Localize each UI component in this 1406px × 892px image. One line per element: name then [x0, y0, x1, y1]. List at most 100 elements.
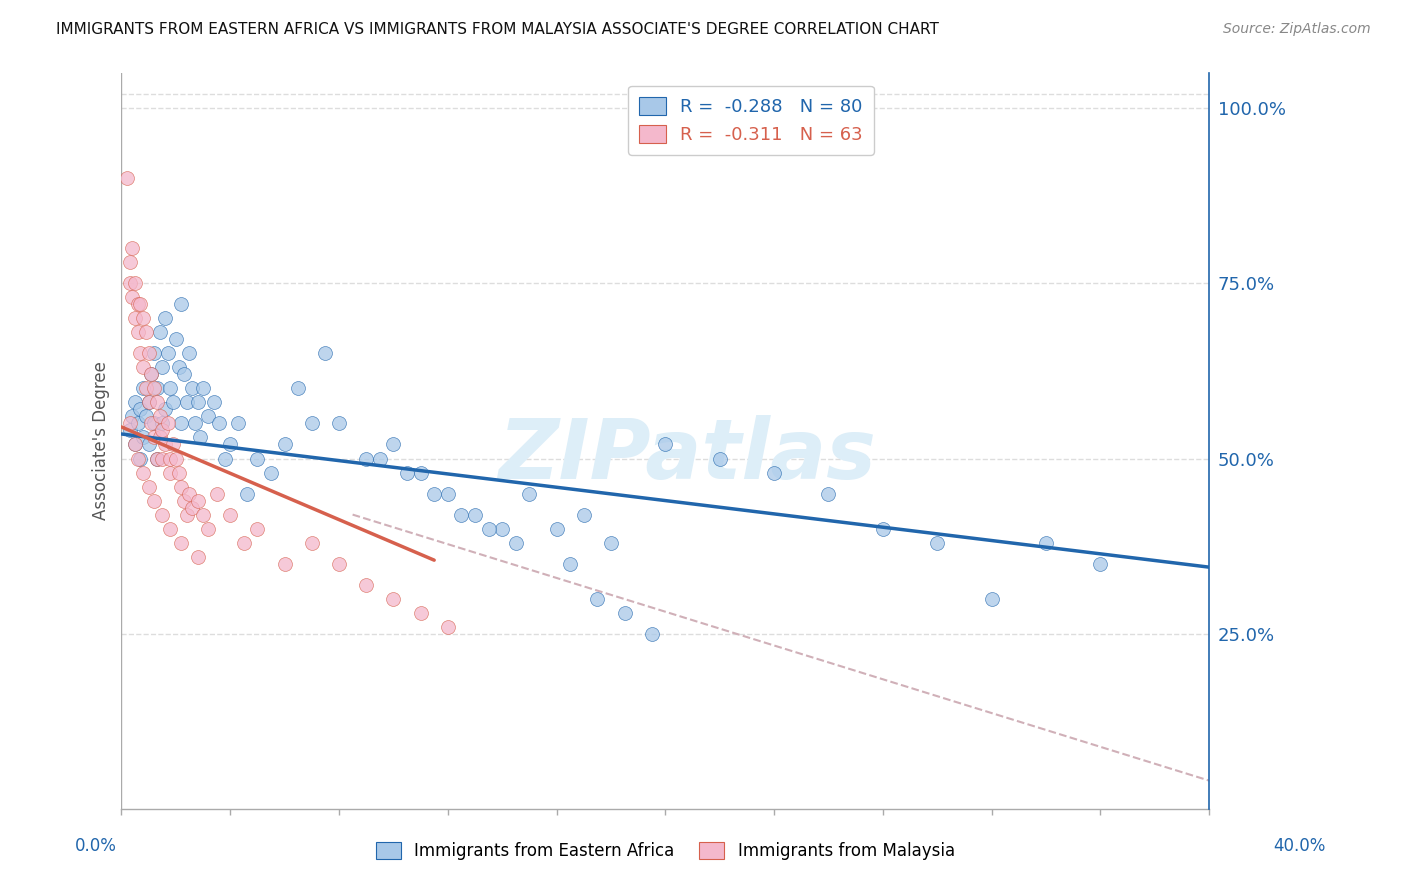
Point	[118, 255, 141, 269]
Point	[132, 466, 155, 480]
Point	[450, 508, 472, 522]
Point	[150, 451, 173, 466]
Point	[176, 508, 198, 522]
Text: IMMIGRANTS FROM EASTERN AFRICA VS IMMIGRANTS FROM MALAYSIA ASSOCIATE'S DEGREE CO: IMMIGRANTS FROM EASTERN AFRICA VS IMMIGR…	[56, 22, 939, 37]
Point	[150, 424, 173, 438]
Point	[132, 311, 155, 326]
Point	[354, 451, 377, 466]
Point	[159, 466, 181, 480]
Point	[228, 417, 250, 431]
Point	[141, 417, 163, 431]
Point	[124, 395, 146, 409]
Point	[395, 466, 418, 480]
Point	[173, 368, 195, 382]
Point	[153, 402, 176, 417]
Point	[167, 466, 190, 480]
Point	[232, 535, 254, 549]
Point	[980, 591, 1002, 606]
Point	[148, 430, 170, 444]
Point	[546, 522, 568, 536]
Point	[127, 326, 149, 340]
Point	[181, 381, 204, 395]
Point	[124, 437, 146, 451]
Point	[202, 395, 225, 409]
Point	[121, 241, 143, 255]
Point	[150, 417, 173, 431]
Point	[146, 451, 169, 466]
Point	[115, 171, 138, 186]
Point	[560, 557, 582, 571]
Point	[165, 332, 187, 346]
Point	[208, 417, 231, 431]
Point	[586, 591, 609, 606]
Point	[641, 626, 664, 640]
Point	[517, 486, 540, 500]
Point	[129, 297, 152, 311]
Point	[150, 360, 173, 375]
Point	[273, 437, 295, 451]
Point	[328, 557, 350, 571]
Point	[436, 486, 458, 500]
Point	[159, 381, 181, 395]
Point	[138, 479, 160, 493]
Point	[127, 297, 149, 311]
Point	[301, 417, 323, 431]
Text: Source: ZipAtlas.com: Source: ZipAtlas.com	[1223, 22, 1371, 37]
Point	[148, 409, 170, 424]
Point	[709, 451, 731, 466]
Point	[382, 591, 405, 606]
Point	[148, 326, 170, 340]
Point	[235, 486, 257, 500]
Point	[219, 508, 242, 522]
Point	[464, 508, 486, 522]
Point	[127, 451, 149, 466]
Point	[205, 486, 228, 500]
Point	[146, 451, 169, 466]
Point	[246, 522, 269, 536]
Legend: R =  -0.288   N = 80, R =  -0.311   N = 63: R = -0.288 N = 80, R = -0.311 N = 63	[628, 86, 875, 155]
Point	[368, 451, 391, 466]
Point	[214, 451, 236, 466]
Point	[170, 535, 193, 549]
Point	[143, 493, 166, 508]
Point	[121, 409, 143, 424]
Point	[159, 522, 181, 536]
Point	[273, 557, 295, 571]
Point	[138, 395, 160, 409]
Point	[159, 451, 181, 466]
Point	[138, 395, 160, 409]
Point	[187, 493, 209, 508]
Point	[135, 326, 157, 340]
Point	[191, 381, 214, 395]
Point	[184, 417, 207, 431]
Point	[150, 508, 173, 522]
Point	[124, 277, 146, 291]
Point	[1035, 535, 1057, 549]
Y-axis label: Associate's Degree: Associate's Degree	[93, 361, 110, 520]
Point	[132, 430, 155, 444]
Point	[143, 430, 166, 444]
Point	[153, 311, 176, 326]
Point	[138, 346, 160, 360]
Point	[170, 479, 193, 493]
Point	[156, 346, 179, 360]
Point	[156, 417, 179, 431]
Point	[187, 549, 209, 564]
Point	[162, 437, 184, 451]
Point	[167, 360, 190, 375]
Point	[135, 409, 157, 424]
Point	[1090, 557, 1112, 571]
Point	[191, 508, 214, 522]
Point	[124, 311, 146, 326]
Point	[872, 522, 894, 536]
Point	[505, 535, 527, 549]
Point	[260, 466, 283, 480]
Point	[188, 430, 211, 444]
Point	[423, 486, 446, 500]
Point	[141, 368, 163, 382]
Point	[129, 451, 152, 466]
Point	[219, 437, 242, 451]
Point	[491, 522, 513, 536]
Point	[143, 381, 166, 395]
Point	[162, 395, 184, 409]
